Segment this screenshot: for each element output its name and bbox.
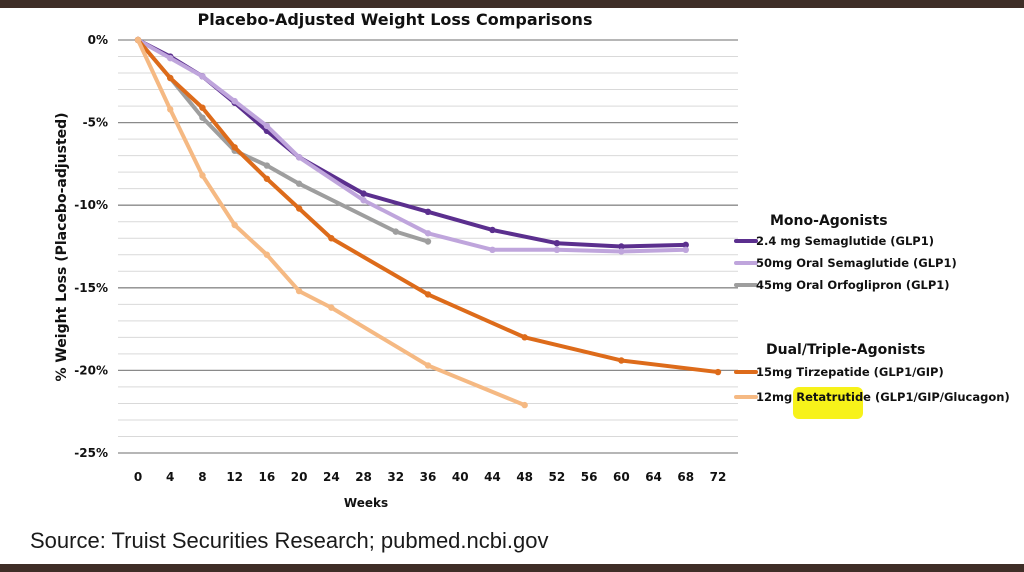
x-tick-label: 20 <box>291 470 308 484</box>
y-tick-label: -15% <box>74 281 108 295</box>
data-point <box>263 122 271 130</box>
data-point <box>424 238 432 245</box>
legend-item-retatrutide: 12mg Retatrutide (GLP1/GIP/Glucagon) <box>734 387 1010 419</box>
data-point <box>424 362 432 369</box>
data-point <box>199 172 206 179</box>
x-tick-label: 44 <box>484 470 501 484</box>
data-point <box>521 334 528 341</box>
data-point <box>295 154 303 161</box>
highlight-marker <box>793 387 863 419</box>
legend-item-tirzepatide: 15mg Tirzepatide (GLP1/GIP) <box>734 365 944 379</box>
legend-label-suffix: (GLP1/GIP/Glucagon) <box>871 390 1010 404</box>
x-tick-label: 40 <box>452 470 469 484</box>
data-point <box>489 226 496 234</box>
x-tick-label: 0 <box>134 470 142 484</box>
legend-label-tirzepatide: 15mg Tirzepatide (GLP1/GIP) <box>756 365 944 379</box>
data-point <box>134 36 142 44</box>
data-point <box>618 243 625 250</box>
series-semaglutide <box>134 36 689 250</box>
data-point <box>263 175 271 182</box>
data-point <box>424 230 432 237</box>
x-tick-label: 12 <box>226 470 243 484</box>
y-tick-label: -25% <box>74 446 108 460</box>
data-point <box>553 246 561 254</box>
data-point <box>295 287 303 295</box>
legend-group-dual-heading: Dual/Triple-Agonists <box>766 342 925 358</box>
y-axis-ticks: 0% -5% -10% -15% -20% -25% <box>74 33 108 460</box>
data-point <box>263 251 271 258</box>
data-point <box>714 368 722 376</box>
data-point <box>199 73 206 80</box>
y-axis-label: % Weight Loss (Placebo-adjusted) <box>54 112 70 381</box>
y-tick-label: -5% <box>83 116 108 130</box>
data-point <box>360 190 367 197</box>
data-point <box>199 104 206 111</box>
x-tick-label: 16 <box>259 470 276 484</box>
data-point <box>618 248 625 255</box>
data-point <box>295 205 303 212</box>
data-point <box>682 241 689 249</box>
y-tick-label: -20% <box>74 363 108 377</box>
legend-group-mono-heading: Mono-Agonists <box>770 213 888 229</box>
x-tick-label: 24 <box>323 470 340 484</box>
x-tick-label: 72 <box>710 470 727 484</box>
data-point <box>489 246 496 254</box>
data-point <box>392 228 399 235</box>
x-tick-label: 32 <box>387 470 404 484</box>
legend-label-prefix: 12mg <box>756 390 796 404</box>
legend-label-highlighted: Retatrutide <box>796 390 871 404</box>
x-tick-label: 60 <box>613 470 630 484</box>
data-point <box>682 246 689 254</box>
bottom-border-bar <box>0 564 1024 572</box>
legend-label-orfoglipron: 45mg Oral Orfoglipron (GLP1) <box>756 278 950 292</box>
x-axis-label: Weeks <box>344 496 388 510</box>
x-tick-label: 36 <box>420 470 437 484</box>
x-tick-label: 68 <box>677 470 694 484</box>
legend-item-semaglutide: 2.4 mg Semaglutide (GLP1) <box>734 234 934 248</box>
gridlines <box>118 39 738 454</box>
legend-item-oral-semaglutide: 50mg Oral Semaglutide (GLP1) <box>734 256 957 270</box>
series-lines <box>134 36 722 409</box>
x-tick-label: 52 <box>549 470 566 484</box>
top-border-bar <box>0 0 1024 8</box>
data-point <box>295 180 303 187</box>
series-retatrutide <box>134 36 528 409</box>
data-point <box>360 197 367 204</box>
data-point <box>553 239 561 247</box>
series-line-oral-semaglutide <box>136 38 688 254</box>
data-point <box>231 221 238 229</box>
legend: Mono-Agonists 2.4 mg Semaglutide (GLP1) … <box>734 213 1010 419</box>
series-line-semaglutide <box>136 38 688 249</box>
source-caption: Source: Truist Securities Research; pubm… <box>30 528 549 553</box>
data-point <box>521 401 528 409</box>
x-tick-label: 28 <box>355 470 372 484</box>
x-tick-label: 64 <box>645 470 662 484</box>
data-point <box>199 114 206 121</box>
x-axis-ticks: 0 4 8 12 16 20 24 28 32 36 40 44 48 52 56 60 64 68 72 <box>134 470 727 484</box>
data-point <box>328 304 335 311</box>
y-tick-label: 0% <box>88 33 108 47</box>
x-tick-label: 4 <box>166 470 174 484</box>
y-tick-label: -10% <box>74 198 108 212</box>
data-point <box>424 291 432 298</box>
data-point <box>167 106 174 113</box>
legend-label-semaglutide: 2.4 mg Semaglutide (GLP1) <box>756 234 934 248</box>
x-tick-label: 8 <box>198 470 206 484</box>
x-tick-label: 56 <box>581 470 598 484</box>
legend-label-retatrutide: 12mg Retatrutide (GLP1/GIP/Glucagon) <box>756 390 1010 404</box>
data-point <box>328 235 335 242</box>
data-point <box>424 208 432 216</box>
data-point <box>167 54 174 62</box>
data-point <box>231 97 238 105</box>
data-point <box>231 144 238 151</box>
data-point <box>618 357 625 364</box>
chart-title: Placebo-Adjusted Weight Loss Comparisons <box>198 10 593 29</box>
data-point <box>263 162 271 169</box>
data-point <box>167 74 174 82</box>
x-tick-label: 48 <box>516 470 533 484</box>
legend-label-oral-semaglutide: 50mg Oral Semaglutide (GLP1) <box>756 256 957 270</box>
legend-item-orfoglipron: 45mg Oral Orfoglipron (GLP1) <box>734 278 950 292</box>
